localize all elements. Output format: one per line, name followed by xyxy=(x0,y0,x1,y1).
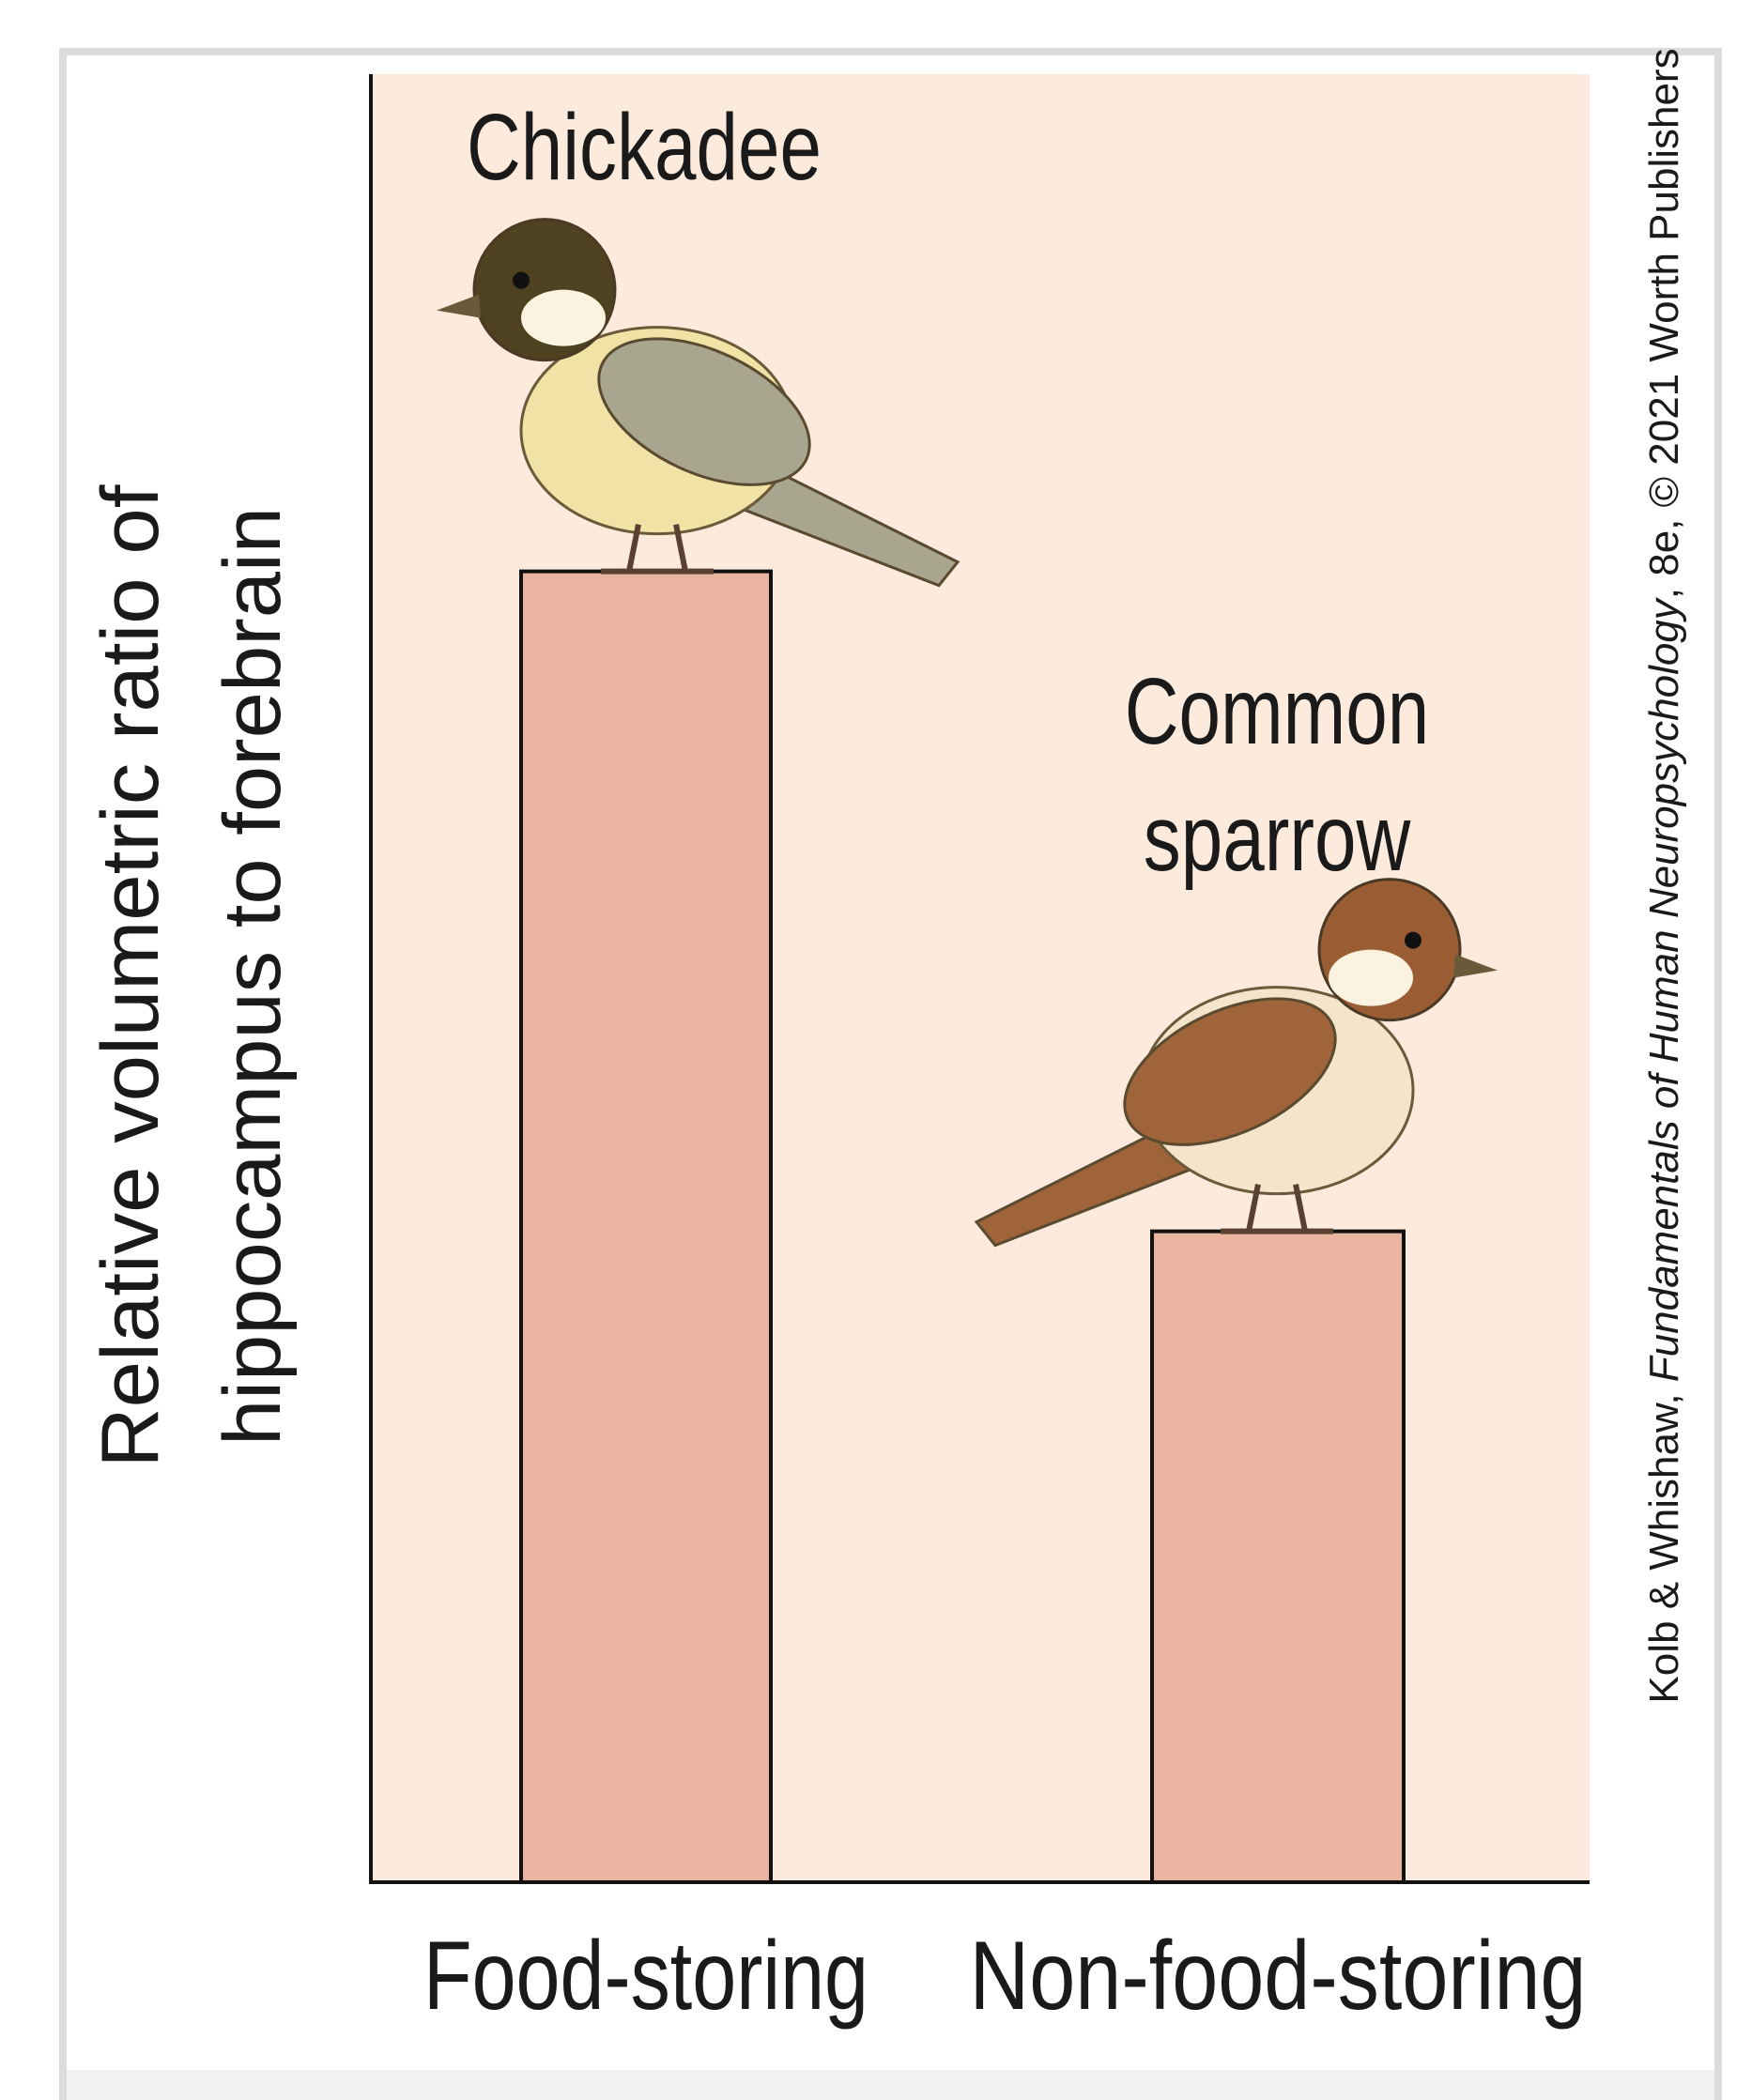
bird-legs xyxy=(601,524,714,575)
bird-wing xyxy=(597,337,811,486)
bird-beak xyxy=(437,294,481,318)
y-axis-label: Relative volumetric ratio of xyxy=(85,483,176,1467)
bird-eye xyxy=(1405,931,1422,949)
bar xyxy=(1150,1229,1406,1884)
annotation: Chickadee xyxy=(467,96,822,201)
bird-eye xyxy=(513,271,530,289)
bird-illustration xyxy=(974,878,1498,1248)
annotation: Common xyxy=(1125,660,1430,765)
bird-cheek xyxy=(521,289,606,346)
credit-part: , 8e, © 2021 Worth Publishers xyxy=(1641,48,1687,599)
credit-part: Kolb & Whishaw, xyxy=(1641,1382,1687,1703)
x-tick-label: Non-food-storing xyxy=(970,1922,1587,2031)
footer-strip xyxy=(67,2070,1714,2100)
credit-text: Kolb & Whishaw, Fundamentals of Human Ne… xyxy=(1641,48,1687,1703)
bird-legs xyxy=(1221,1184,1333,1234)
bird-cheek xyxy=(1329,949,1413,1006)
bird-beak xyxy=(1453,954,1498,978)
bird-wing xyxy=(1123,997,1337,1146)
y-axis-label: hippocampus to forebrain xyxy=(207,507,298,1446)
bird-illustration xyxy=(437,218,961,588)
credit-part: Fundamentals of Human Neuropsychology xyxy=(1641,596,1687,1382)
x-tick-label: Food-storing xyxy=(423,1922,868,2031)
credit: Kolb & Whishaw, Fundamentals of Human Ne… xyxy=(1641,48,1687,1703)
annotation: sparrow xyxy=(1144,787,1411,892)
bar xyxy=(519,569,773,1884)
